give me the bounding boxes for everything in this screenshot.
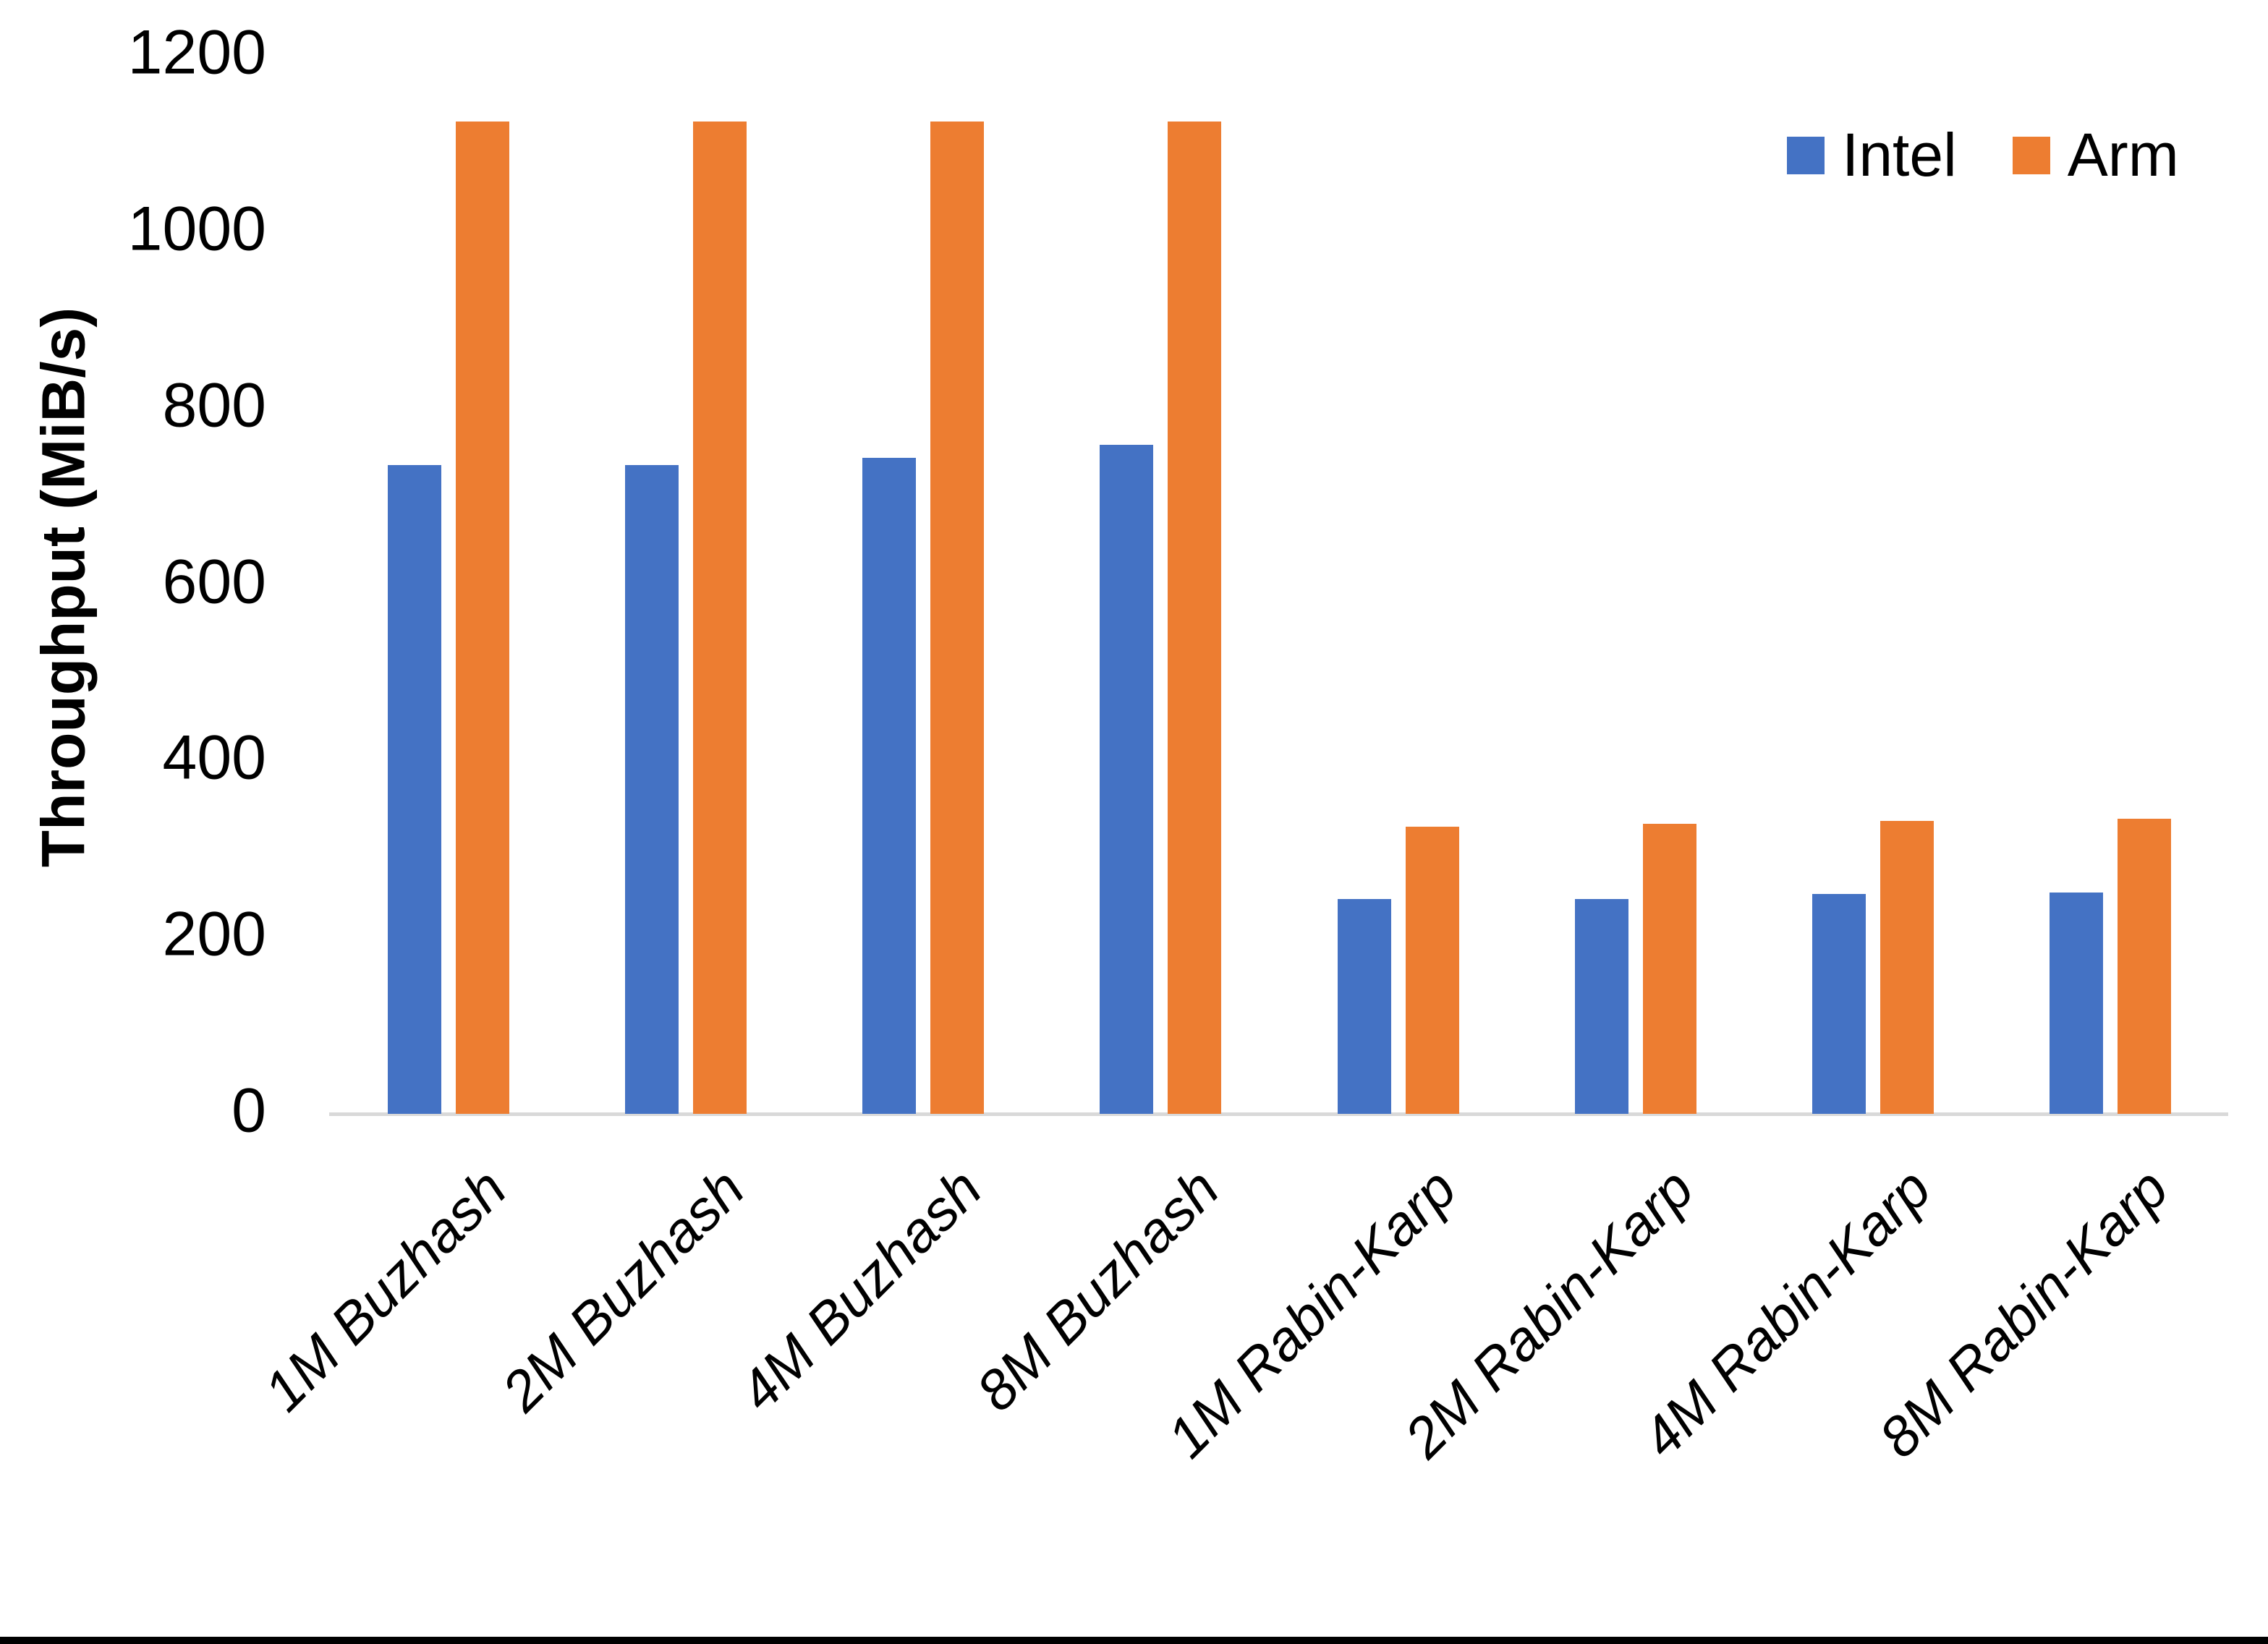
bar-intel-8m-buzhash xyxy=(1100,444,1154,1114)
y-tick-label: 200 xyxy=(162,899,267,969)
x-axis-label: 2M Buzhash xyxy=(489,1156,757,1423)
bar-intel-2m-buzhash xyxy=(625,464,679,1114)
x-axis-line xyxy=(329,1112,2228,1116)
bar-intel-1m-rabin-karp xyxy=(1337,898,1391,1114)
y-tick-label: 1200 xyxy=(127,17,266,88)
x-axis-label: 1M Buzhash xyxy=(252,1156,519,1423)
bar-intel-8m-rabin-karp xyxy=(2049,892,2103,1114)
x-axis-label: 4M Buzhash xyxy=(726,1156,994,1423)
bottom-border xyxy=(0,1637,2268,1644)
legend-label-arm: Arm xyxy=(2067,121,2179,189)
bar-arm-4m-rabin-karp xyxy=(1880,821,1934,1114)
y-tick-label: 1000 xyxy=(127,194,266,264)
y-tick-label: 600 xyxy=(162,547,267,617)
y-tick-label: 800 xyxy=(162,370,267,440)
bar-arm-4m-buzhash xyxy=(930,122,985,1114)
bar-arm-1m-buzhash xyxy=(456,122,510,1114)
legend: Intel Arm xyxy=(1787,120,2179,190)
bar-arm-2m-buzhash xyxy=(693,122,747,1114)
y-tick-label: 400 xyxy=(162,723,267,793)
legend-swatch-intel xyxy=(1787,136,1825,174)
bar-arm-2m-rabin-karp xyxy=(1642,823,1696,1114)
legend-label-intel: Intel xyxy=(1842,121,1957,189)
x-axis-label: 8M Buzhash xyxy=(964,1156,1231,1423)
y-axis-title: Throughput (MiB/s) xyxy=(29,307,98,868)
bar-intel-1m-buzhash xyxy=(388,464,442,1114)
bar-intel-4m-buzhash xyxy=(862,457,917,1114)
bar-arm-1m-rabin-karp xyxy=(1405,826,1459,1114)
bar-arm-8m-buzhash xyxy=(1168,122,1222,1114)
bar-intel-4m-rabin-karp xyxy=(1812,894,1866,1114)
y-tick-label: 0 xyxy=(232,1076,266,1146)
legend-swatch-arm xyxy=(2012,136,2050,174)
bar-arm-8m-rabin-karp xyxy=(2117,818,2171,1114)
bar-intel-2m-rabin-karp xyxy=(1574,898,1628,1114)
